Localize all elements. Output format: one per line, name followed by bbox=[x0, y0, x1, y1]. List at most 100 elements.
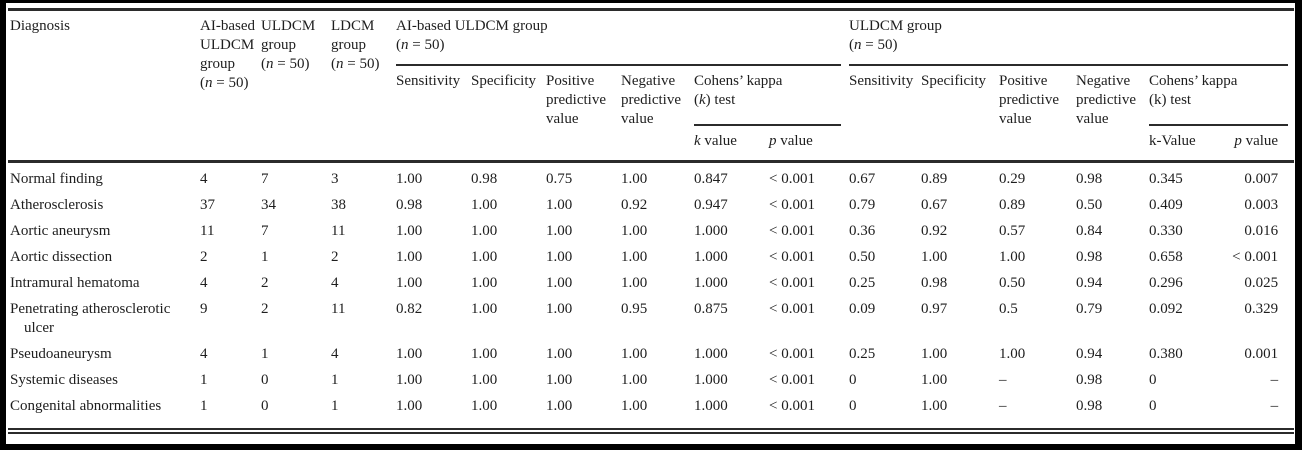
value-cell: 1.00 bbox=[921, 249, 948, 265]
diagnosis-cell: Intramural hematoma bbox=[10, 275, 140, 291]
value-cell: 0.98 bbox=[1076, 372, 1103, 388]
value-cell: 0.98 bbox=[396, 197, 423, 213]
value-cell: 9 bbox=[200, 301, 208, 317]
col-header-ppv-ai: Positive predictive value bbox=[546, 65, 621, 163]
value-cell: 4 bbox=[200, 346, 208, 362]
value-cell: 1.000 bbox=[694, 249, 728, 265]
value-cell: 1.00 bbox=[621, 249, 648, 265]
group-header-uldcm: ULDCM group (n = 50) bbox=[849, 10, 1294, 66]
table-row: Atherosclerosis 37 34 38 0.98 1.00 1.00 0.92 0.9… bbox=[8, 189, 1294, 215]
group-header-ai-uldcm: AI-based ULDCM group (n = 50) bbox=[396, 10, 849, 66]
value-cell: 0.25 bbox=[849, 275, 876, 291]
value-cell: < 0.001 bbox=[769, 372, 815, 388]
value-cell: 1 bbox=[331, 372, 339, 388]
value-cell: 0.007 bbox=[1244, 171, 1279, 187]
value-cell: 34 bbox=[261, 197, 276, 213]
value-cell: 0.50 bbox=[999, 275, 1026, 291]
value-cell: – bbox=[999, 372, 1007, 388]
value-cell: 11 bbox=[331, 223, 346, 239]
value-cell: < 0.001 bbox=[769, 197, 815, 213]
value-cell: 0.016 bbox=[1244, 223, 1279, 239]
value-cell: 38 bbox=[331, 197, 346, 213]
value-cell: 1.00 bbox=[471, 275, 498, 291]
value-cell: 0.94 bbox=[1076, 346, 1103, 362]
value-cell: 0.658 bbox=[1149, 249, 1183, 265]
table-row: Penetrating atherosclerotic ulcer 9 2 11 0.82… bbox=[8, 293, 1294, 338]
value-cell: 0.84 bbox=[1076, 223, 1103, 239]
value-cell: 0.50 bbox=[849, 249, 876, 265]
value-cell: 0 bbox=[849, 398, 857, 414]
value-cell: 0.98 bbox=[921, 275, 948, 291]
value-cell: 0.82 bbox=[396, 301, 423, 317]
value-cell: 0.003 bbox=[1244, 197, 1279, 213]
value-cell: 1.000 bbox=[694, 372, 728, 388]
col-header-uldcm-group-count: ULDCM group (n = 50) bbox=[261, 9, 331, 163]
value-cell: 1.00 bbox=[396, 346, 423, 362]
col-header-sensitivity-uldcm: Sensitivity bbox=[849, 65, 922, 163]
value-cell: 0.98 bbox=[1076, 171, 1103, 187]
value-cell: 0.296 bbox=[1149, 275, 1183, 291]
value-cell: 1.00 bbox=[396, 398, 423, 414]
value-cell: 1 bbox=[331, 398, 339, 414]
diagnosis-cell: Aortic dissection bbox=[10, 249, 113, 265]
value-cell: 0.36 bbox=[849, 223, 876, 239]
value-cell: 4 bbox=[200, 275, 208, 291]
col-header-p-value-uldcm: p value bbox=[1224, 125, 1295, 163]
diagnosis-statistics-table: Diagnosis AI-based ULDCM group (n = 50) ULD… bbox=[8, 8, 1295, 417]
table-row: Intramural hematoma 4 2 4 1.00 1.00 1.00 1.00 1.… bbox=[8, 267, 1294, 293]
value-cell: < 0.001 bbox=[769, 301, 815, 317]
col-header-p-value-ai: p value bbox=[769, 125, 850, 163]
value-cell: 0 bbox=[849, 372, 857, 388]
value-cell: 0.380 bbox=[1149, 346, 1183, 362]
value-cell: – bbox=[999, 398, 1007, 414]
value-cell: 0.95 bbox=[621, 301, 648, 317]
value-cell: 1.00 bbox=[546, 275, 573, 291]
value-cell: 0.98 bbox=[471, 171, 498, 187]
value-cell: 1.00 bbox=[546, 197, 573, 213]
value-cell: 0.92 bbox=[621, 197, 648, 213]
table-body: Normal finding 4 7 3 1.00 0.98 0.75 1.00 0.847 < … bbox=[8, 162, 1294, 417]
value-cell: 0.092 bbox=[1149, 301, 1183, 317]
value-cell: < 0.001 bbox=[769, 275, 815, 291]
value-cell: < 0.001 bbox=[769, 346, 815, 362]
value-cell: < 0.001 bbox=[769, 398, 815, 414]
value-cell: 2 bbox=[261, 301, 269, 317]
value-cell: 0.67 bbox=[921, 197, 948, 213]
diagnosis-cell: Aortic aneurysm bbox=[10, 223, 111, 239]
col-header-k-value-ai: k value bbox=[694, 125, 769, 163]
value-cell: 1.000 bbox=[694, 346, 728, 362]
value-cell: 0.025 bbox=[1244, 275, 1279, 291]
value-cell: < 0.001 bbox=[769, 171, 815, 187]
table-row: Congenital abnormalities 1 0 1 1.00 1.00 1.00 1… bbox=[8, 390, 1294, 416]
value-cell: 0.75 bbox=[546, 171, 573, 187]
value-cell: 0.79 bbox=[1076, 301, 1103, 317]
value-cell: < 0.001 bbox=[769, 223, 815, 239]
value-cell: 1.00 bbox=[396, 249, 423, 265]
value-cell: 1.00 bbox=[621, 346, 648, 362]
value-cell: 0.409 bbox=[1149, 197, 1183, 213]
diagnosis-cell: Congenital abnormalities bbox=[10, 398, 162, 414]
col-header-specificity-ai: Specificity bbox=[471, 65, 546, 163]
value-cell: 1.00 bbox=[471, 398, 498, 414]
value-cell: 1.00 bbox=[471, 249, 498, 265]
header-row-groups: Diagnosis AI-based ULDCM group (n = 50) ULD… bbox=[8, 9, 1294, 163]
value-cell: 1.00 bbox=[621, 398, 648, 414]
value-cell: 11 bbox=[331, 301, 346, 317]
value-cell: 1.00 bbox=[546, 372, 573, 388]
value-cell: 1.00 bbox=[396, 171, 423, 187]
value-cell: 1 bbox=[261, 346, 269, 362]
header-row-kappa-sub: k value p value k-Value p value bbox=[8, 125, 1295, 163]
col-header-sensitivity-ai: Sensitivity bbox=[396, 65, 471, 163]
value-cell: 1.00 bbox=[396, 275, 423, 291]
value-cell: 1 bbox=[200, 398, 208, 414]
table-row: Aortic dissection 2 1 2 1.00 1.00 1.00 1.00 1.00… bbox=[8, 241, 1294, 267]
value-cell: 1.000 bbox=[694, 275, 728, 291]
value-cell: 0.29 bbox=[999, 171, 1026, 187]
table-row: Pseudoaneurysm 4 1 4 1.00 1.00 1.00 1.00 1.000 < … bbox=[8, 338, 1294, 364]
col-header-ldcm-group-count: LDCM group (n = 50) bbox=[331, 9, 396, 163]
value-cell: – bbox=[1270, 372, 1279, 388]
value-cell: 0.92 bbox=[921, 223, 948, 239]
value-cell: 0.345 bbox=[1149, 171, 1183, 187]
value-cell: 0.09 bbox=[849, 301, 876, 317]
table-row: Systemic diseases 1 0 1 1.00 1.00 1.00 1.00 1.00… bbox=[8, 364, 1294, 390]
